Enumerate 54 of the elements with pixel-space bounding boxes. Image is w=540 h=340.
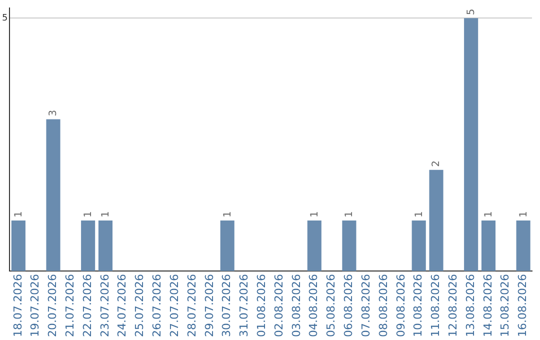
x-tick-label: 19.07.2026	[28, 274, 42, 338]
data-label: 1	[518, 211, 530, 218]
x-tick-label: 05.08.2026	[324, 274, 338, 338]
x-tick-label: 02.08.2026	[272, 274, 286, 338]
x-tick-label: 30.07.2026	[220, 274, 234, 338]
x-tick-label: 24.07.2026	[116, 274, 129, 338]
x-tick-label: 08.08.2026	[376, 274, 390, 338]
bar	[81, 220, 96, 272]
data-label: 2	[431, 160, 442, 167]
x-tick-label: 07.08.2026	[359, 274, 372, 338]
x-tick-label: 01.08.2026	[255, 274, 268, 338]
bar	[11, 220, 26, 272]
data-label: 1	[83, 211, 94, 218]
x-tick-label: 25.07.2026	[133, 274, 146, 338]
bar	[342, 220, 356, 272]
x-tick-label: 23.07.2026	[98, 274, 112, 338]
x-tick-label: 04.08.2026	[307, 274, 320, 338]
data-label: 1	[100, 211, 112, 218]
x-tick-label: 27.07.2026	[168, 274, 181, 338]
data-label: 1	[222, 211, 234, 218]
x-tick-label: 06.08.2026	[342, 274, 356, 338]
data-label: 1	[309, 211, 320, 218]
x-tick-label: 22.07.2026	[80, 274, 94, 338]
x-tick-label: 14.08.2026	[481, 274, 494, 338]
data-label: 1	[414, 211, 425, 218]
x-tick-label: 09.08.2026	[394, 274, 408, 338]
x-tick-label: 21.07.2026	[64, 274, 77, 338]
x-tick-label: 13.08.2026	[464, 274, 477, 338]
bar	[46, 119, 60, 272]
x-tick-label: 10.08.2026	[412, 274, 425, 338]
data-label: 3	[48, 110, 60, 116]
x-tick-label: 15.08.2026	[498, 274, 512, 338]
x-tick-label: 28.07.2026	[185, 274, 198, 338]
x-tick-label: 26.07.2026	[150, 274, 164, 338]
data-label: 1	[483, 211, 494, 218]
bar	[98, 220, 113, 272]
data-label: 1	[344, 211, 356, 218]
x-tick-label: 11.08.2026	[429, 274, 442, 338]
bar	[307, 220, 322, 272]
bar	[412, 220, 426, 272]
bar	[481, 220, 496, 272]
bar	[220, 220, 234, 272]
x-tick-label: 16.08.2026	[516, 274, 530, 338]
data-label: 1	[13, 211, 24, 218]
bar	[429, 170, 444, 272]
bar	[464, 18, 478, 272]
x-tick-label: 20.07.2026	[46, 274, 60, 338]
x-tick-label: 03.08.2026	[290, 274, 303, 338]
x-tick-label: 12.08.2026	[446, 274, 460, 338]
data-label: 5	[466, 8, 478, 16]
x-tick-label: 18.07.2026	[11, 274, 24, 338]
x-tick-label: 31.07.2026	[238, 274, 251, 338]
x-tick-label: 29.07.2026	[202, 274, 216, 338]
bar	[516, 220, 530, 272]
